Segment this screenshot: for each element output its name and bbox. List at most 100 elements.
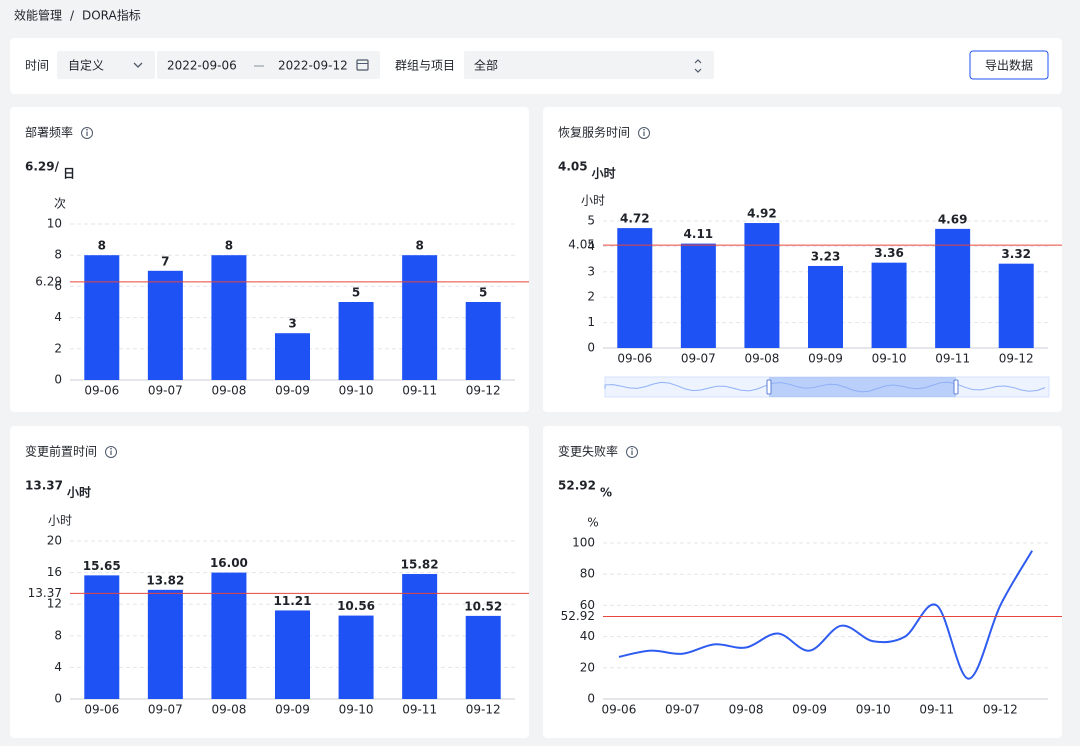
- reference-label: 6.29: [35, 274, 62, 288]
- zoom-slider-handle[interactable]: [953, 379, 959, 395]
- start-date: 2022-09-06: [167, 59, 237, 73]
- y-tick-label: 40: [580, 629, 595, 643]
- date-range[interactable]: [157, 51, 380, 79]
- y-tick-label: 4: [54, 660, 62, 674]
- data-label: 8: [415, 239, 423, 253]
- x-tick-label: 09-08: [211, 703, 246, 717]
- info-icon: [638, 127, 651, 139]
- x-tick-label: 09-10: [339, 384, 374, 398]
- export-button-label[interactable]: 导出数据: [985, 58, 1033, 73]
- y-tick-label: 60: [580, 598, 595, 612]
- data-label: 3.32: [1001, 247, 1031, 261]
- group-label: 群组与项目: [395, 59, 455, 73]
- zoom-slider-window[interactable]: [769, 377, 956, 397]
- line-series: [618, 550, 1033, 680]
- export-button[interactable]: [969, 50, 1049, 80]
- x-tick-label: 09-06: [601, 703, 636, 717]
- breadcrumb-parent: 效能管理: [14, 8, 62, 23]
- headline-value: 4.05: [558, 160, 588, 174]
- x-tick-label: 09-09: [275, 703, 310, 717]
- card-title: 变更前置时间: [25, 444, 97, 459]
- headline-unit: 日: [63, 167, 75, 181]
- headline-value: 52.92: [558, 479, 596, 493]
- y-tick-label: 20: [580, 660, 595, 674]
- card-title: 恢复服务时间: [558, 125, 630, 140]
- headline-unit: 小时: [592, 166, 616, 181]
- x-tick-label: 09-09: [808, 352, 843, 366]
- bar: [338, 615, 374, 699]
- bar: [465, 302, 501, 380]
- x-tick-label: 09-12: [983, 703, 1018, 717]
- breadcrumb-current: DORA指标: [82, 8, 141, 23]
- data-label: 3: [288, 317, 296, 331]
- x-tick-label: 09-08: [729, 703, 764, 717]
- y-tick-label: 0: [54, 373, 62, 387]
- end-date: 2022-09-12: [278, 59, 348, 73]
- x-tick-label: 09-10: [856, 703, 891, 717]
- y-tick-label: 4: [587, 239, 595, 253]
- x-tick-label: 09-06: [84, 384, 119, 398]
- x-tick-label: 09-11: [402, 384, 437, 398]
- data-label: 3.36: [874, 246, 904, 260]
- data-label: 8: [98, 239, 106, 253]
- x-tick-label: 09-07: [665, 703, 700, 717]
- data-label: 4.69: [938, 212, 968, 226]
- headline-value: 13.37: [25, 479, 63, 493]
- info-icon-dot: [110, 447, 112, 450]
- y-tick-label: 12: [47, 597, 62, 611]
- info-icon: [626, 446, 639, 458]
- bar: [275, 333, 310, 380]
- x-tick-label: 09-10: [339, 703, 374, 717]
- bar: [871, 262, 907, 348]
- bar: [998, 263, 1034, 348]
- zoom-slider-handle[interactable]: [766, 379, 772, 395]
- x-tick-label: 09-09: [275, 384, 310, 398]
- data-label: 11.21: [274, 594, 312, 608]
- time-label: 时间: [25, 59, 49, 73]
- data-label: 16.00: [210, 556, 248, 570]
- data-label: 7: [161, 254, 169, 268]
- data-label: 8: [225, 239, 233, 253]
- x-tick-label: 09-09: [792, 703, 827, 717]
- data-label: 15.82: [401, 558, 439, 572]
- x-tick-label: 09-08: [211, 384, 246, 398]
- y-tick-label: 80: [580, 567, 595, 581]
- y-tick-label: 0: [587, 692, 595, 706]
- y-tick-label: 5: [587, 214, 595, 228]
- info-icon-dot: [86, 128, 88, 131]
- y-axis-unit: 小时: [581, 194, 605, 208]
- y-tick-label: 8: [54, 248, 62, 262]
- info-icon-dot: [631, 447, 633, 450]
- data-label: 4.72: [620, 212, 650, 226]
- x-tick-label: 09-11: [919, 703, 954, 717]
- card: [543, 107, 1062, 412]
- info-icon: [105, 446, 118, 458]
- chevron-down: [133, 62, 143, 68]
- y-tick-label: 16: [47, 565, 62, 579]
- info-icon: [81, 127, 94, 139]
- x-tick-label: 09-12: [999, 352, 1034, 366]
- bar: [275, 610, 310, 699]
- bar: [744, 223, 780, 348]
- y-tick-label: 0: [54, 692, 62, 706]
- y-tick-label: 8: [54, 628, 62, 642]
- group-select[interactable]: [464, 51, 714, 79]
- x-tick-label: 09-11: [935, 352, 970, 366]
- time-mode-select[interactable]: [57, 51, 155, 79]
- breadcrumb-separator: /: [70, 9, 75, 23]
- x-tick-label: 09-06: [617, 352, 652, 366]
- bar: [84, 575, 120, 699]
- data-label: 4.11: [684, 227, 714, 241]
- y-tick-label: 0: [587, 341, 595, 355]
- calendar-icon: [356, 59, 369, 71]
- data-label: 10.56: [337, 599, 375, 613]
- y-axis-unit: 次: [54, 197, 66, 211]
- reference-label: 13.37: [28, 586, 62, 600]
- x-tick-label: 09-07: [148, 384, 183, 398]
- y-axis-unit: 小时: [48, 514, 72, 528]
- info-icon-dot: [643, 128, 645, 131]
- data-label: 3.23: [811, 249, 841, 263]
- bar: [211, 572, 247, 699]
- bar: [465, 615, 501, 699]
- card-title: 部署频率: [25, 125, 73, 140]
